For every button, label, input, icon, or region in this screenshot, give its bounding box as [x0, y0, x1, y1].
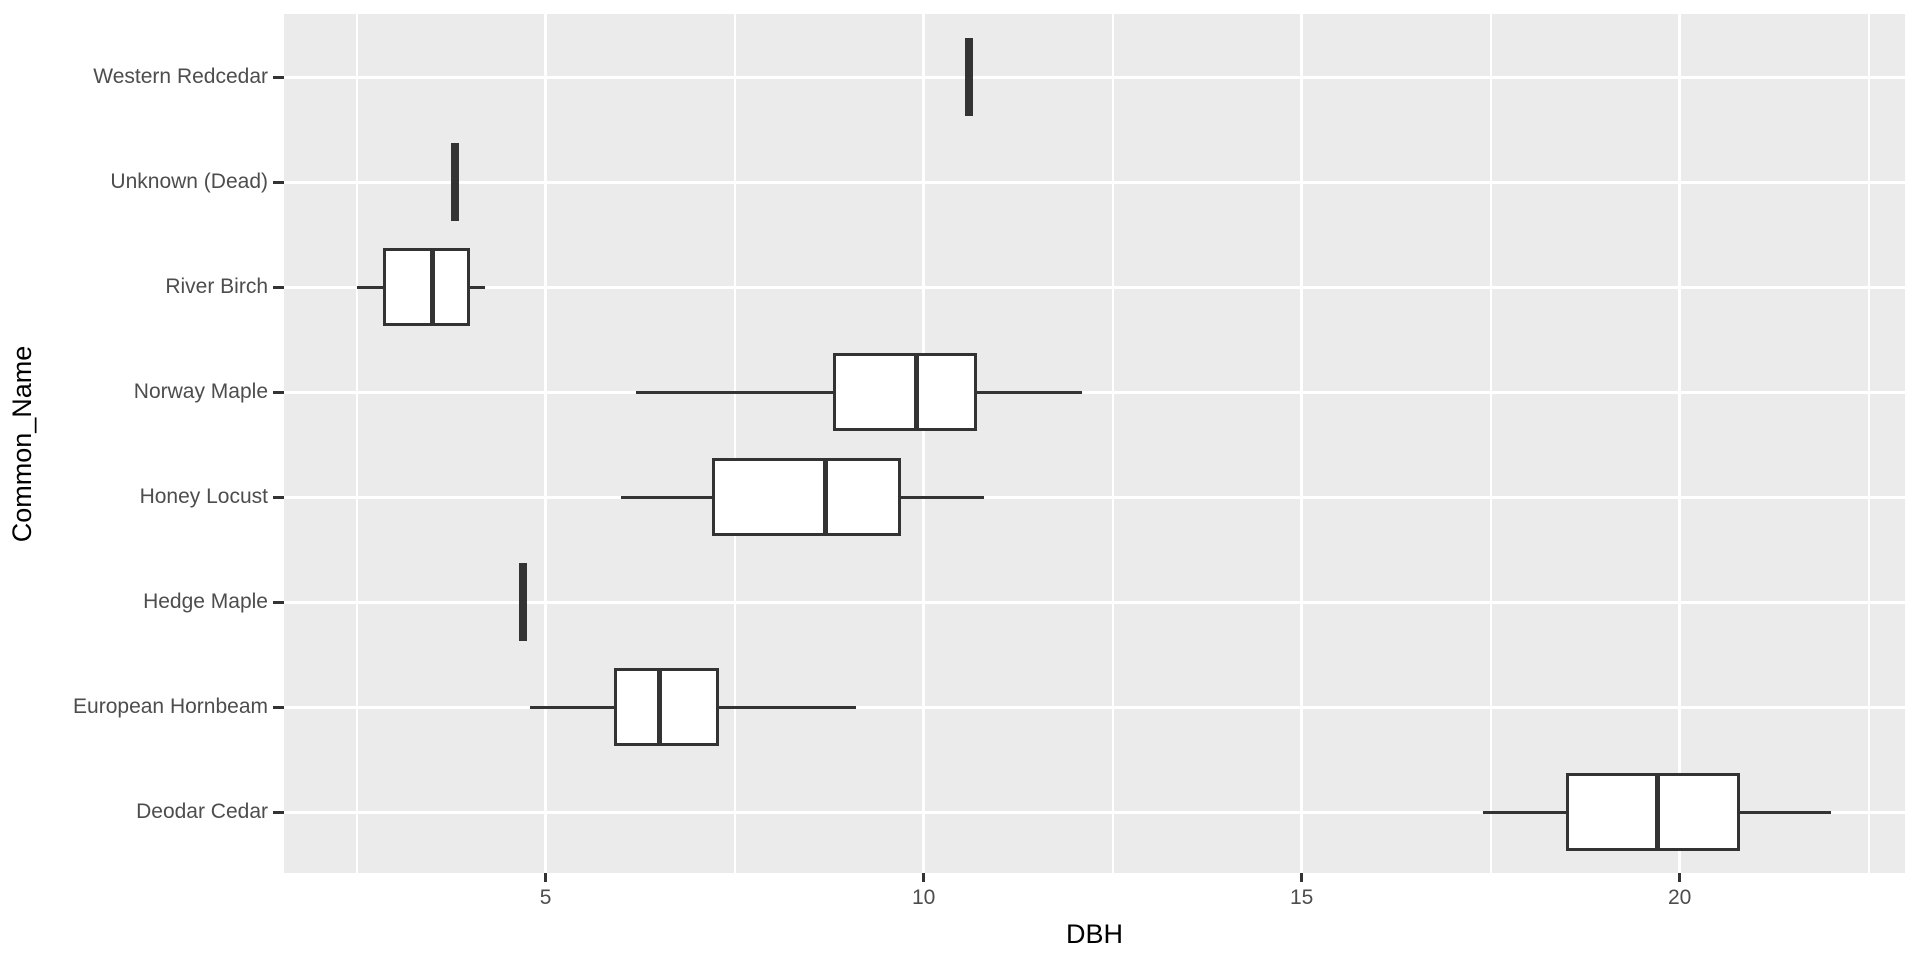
x-major-gridline [544, 14, 548, 873]
y-axis-tick-label: Western Redcedar [93, 65, 268, 88]
boxplot-median-line [822, 458, 828, 536]
x-axis-tick-mark [1300, 873, 1304, 882]
boxplot-single-value-line [964, 38, 973, 116]
x-axis-tick-label: 10 [911, 886, 936, 909]
y-axis-tick-label: Norway Maple [133, 380, 268, 403]
boxplot-box [1566, 773, 1741, 851]
x-major-gridline [1678, 14, 1682, 873]
y-axis-tick-label: Honey Locust [139, 485, 268, 508]
boxplot-lower-whisker [530, 705, 614, 709]
boxplot-median-line [1654, 773, 1660, 851]
boxplot-upper-whisker [719, 705, 856, 709]
boxplot-box [383, 248, 470, 326]
x-axis-tick-label: 15 [1289, 886, 1314, 909]
x-axis-title: DBH [1065, 919, 1123, 949]
y-major-gridline [284, 810, 1905, 814]
boxplot-median-line [656, 668, 662, 746]
y-axis-tick-mark [273, 600, 284, 604]
boxplot-box [711, 458, 901, 536]
x-axis-tick-mark [1678, 873, 1682, 882]
x-minor-gridline [1489, 14, 1492, 873]
boxplot-upper-whisker [900, 495, 985, 499]
y-major-gridline [284, 495, 1905, 499]
y-major-gridline [284, 600, 1905, 604]
y-axis-tick-mark [273, 180, 284, 184]
x-minor-gridline [733, 14, 736, 873]
plot-panel [284, 14, 1905, 873]
y-major-gridline [284, 75, 1905, 79]
boxplot-box [613, 668, 720, 746]
x-axis-tick-label: 5 [539, 886, 552, 909]
boxplot-lower-whisker [636, 390, 833, 394]
boxplot-lower-whisker [621, 495, 712, 499]
y-axis-tick-label: European Hornbeam [73, 695, 268, 718]
y-axis-tick-label: Deodar Cedar [136, 800, 268, 823]
boxplot-box [832, 353, 977, 431]
x-axis-tick-mark [544, 873, 548, 882]
boxplot-median-line [429, 248, 435, 326]
y-major-gridline [284, 285, 1905, 289]
boxplot-upper-whisker [1740, 810, 1831, 814]
y-axis-tick-mark [273, 390, 284, 394]
boxplot-single-value-line [518, 563, 527, 641]
boxplot-upper-whisker [469, 285, 486, 289]
x-major-gridline [922, 14, 926, 873]
boxplot-upper-whisker [976, 390, 1083, 394]
y-axis-tick-label: Unknown (Dead) [110, 170, 268, 193]
y-axis-tick-mark [273, 75, 284, 79]
x-minor-gridline [1867, 14, 1870, 873]
boxplot-lower-whisker [1483, 810, 1567, 814]
y-axis-tick-mark [273, 495, 284, 499]
y-major-gridline [284, 705, 1905, 709]
boxplot-median-line [913, 353, 919, 431]
x-minor-gridline [1111, 14, 1114, 873]
y-axis-tick-mark [273, 285, 284, 289]
y-axis-tick-label: River Birch [165, 275, 268, 298]
x-axis-tick-label: 20 [1668, 886, 1692, 909]
y-axis-tick-mark [273, 705, 284, 709]
x-minor-gridline [355, 14, 358, 873]
y-major-gridline [284, 390, 1905, 394]
boxplot-single-value-line [450, 143, 459, 221]
boxplot-lower-whisker [356, 285, 384, 289]
x-axis-tick-mark [922, 873, 926, 882]
x-major-gridline [1300, 14, 1304, 873]
y-axis-tick-mark [273, 810, 284, 814]
y-axis-tick-label: Hedge Maple [143, 590, 268, 613]
y-major-gridline [284, 180, 1905, 184]
y-axis-title: Common_Name [7, 345, 37, 542]
